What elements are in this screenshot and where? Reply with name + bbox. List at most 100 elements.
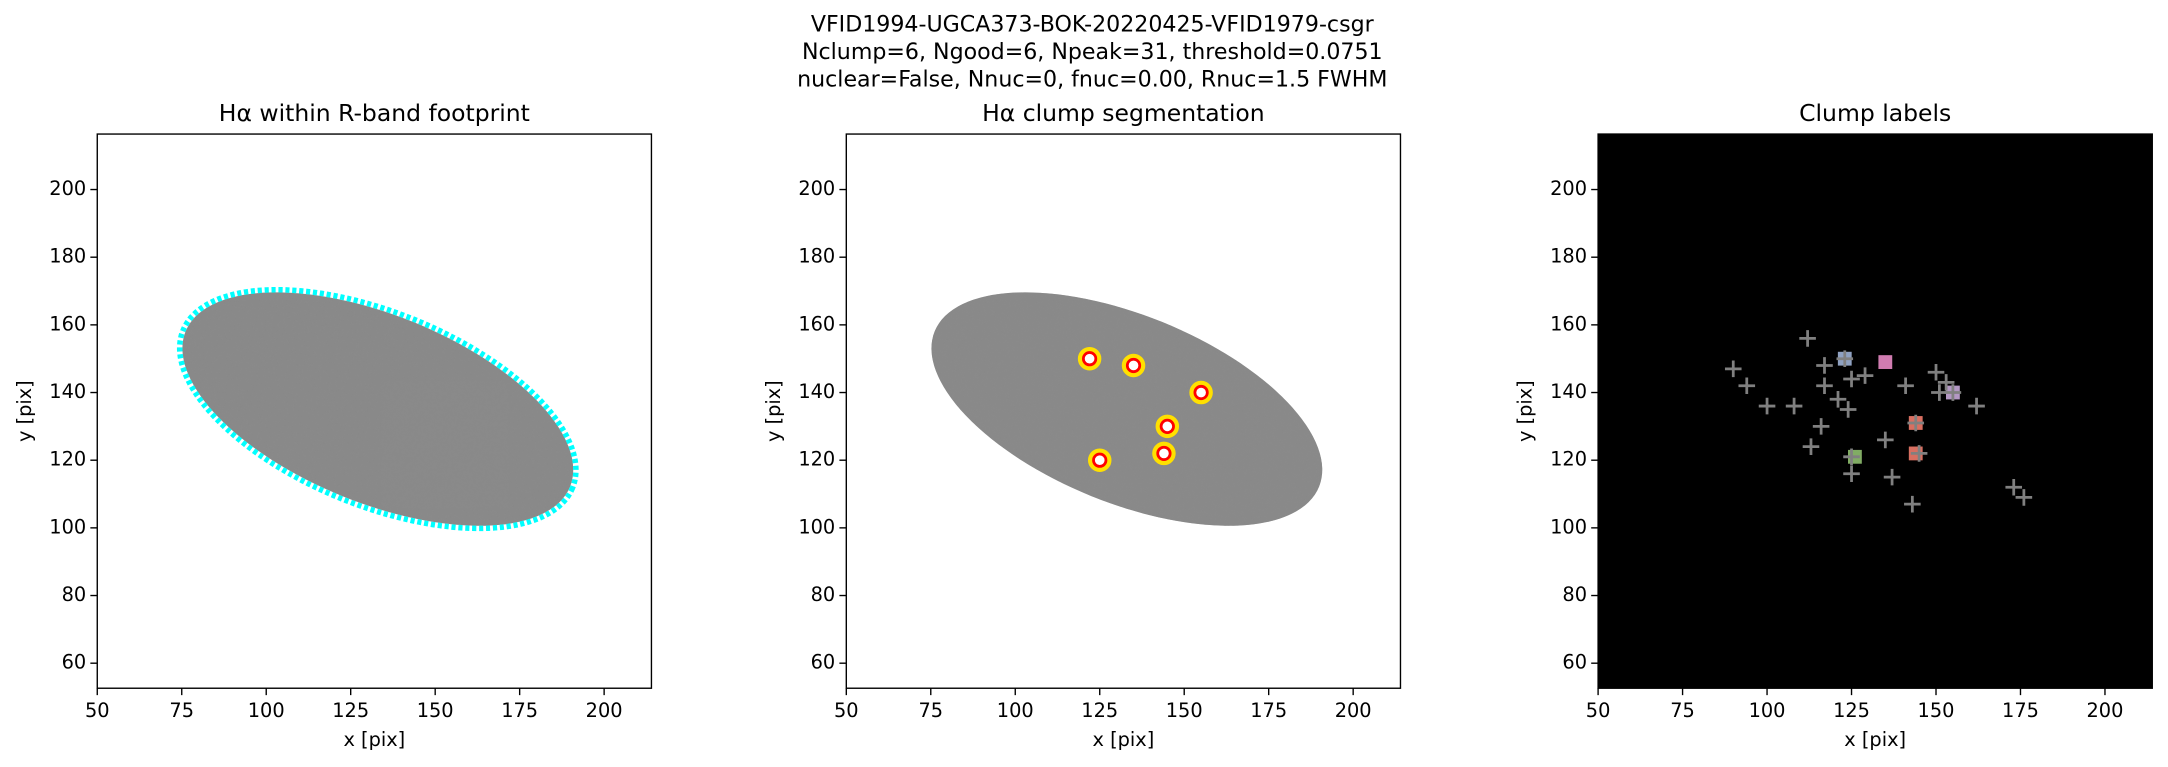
clump-center	[1159, 418, 1175, 434]
clump-halo	[1077, 346, 1102, 371]
axes-frame	[96, 133, 653, 689]
peak-marker	[1883, 468, 1901, 486]
x-tick-label: 50	[85, 699, 110, 722]
peak-marker	[1877, 431, 1894, 449]
y-axis-label: y [pix]	[762, 380, 785, 442]
y-tick-label: 80	[1562, 583, 1587, 606]
panel-title: Clump labels	[1799, 99, 1951, 127]
x-tick-label: 100	[248, 699, 285, 722]
y-tick-label: 180	[1550, 245, 1587, 268]
peak-marker	[1927, 363, 1945, 381]
x-tick-label: 175	[2002, 699, 2039, 722]
y-tick-label: 200	[1550, 177, 1587, 200]
peak-marker	[1856, 367, 1874, 384]
y-tick-label: 100	[798, 515, 835, 538]
peak-marker	[1758, 397, 1776, 415]
y-tick-label: 120	[1550, 448, 1587, 471]
x-tick-label: 125	[1081, 699, 1118, 722]
y-tick-label: 80	[811, 583, 836, 606]
clump-halo	[1152, 441, 1176, 466]
peak-marker	[1843, 370, 1860, 388]
x-tick-label: 75	[1670, 699, 1695, 722]
peak-marker	[1907, 414, 1925, 432]
peak-marker	[1812, 418, 1830, 435]
suptitle: VFID1994-UGCA373-BOK-20220425-VFID1979-c…	[811, 11, 1375, 37]
y-tick-label: 100	[49, 515, 86, 538]
y-axis-label: y [pix]	[1514, 380, 1537, 442]
clump-center	[1092, 452, 1108, 468]
peak-marker	[1836, 350, 1854, 367]
y-tick-label: 140	[49, 380, 86, 403]
peak-marker	[1944, 384, 1962, 401]
y-tick-label: 80	[62, 583, 87, 606]
axes-frame	[1597, 133, 2153, 689]
peak-marker	[1904, 495, 1921, 513]
y-axis-label: y [pix]	[13, 380, 36, 442]
peak-marker	[2015, 489, 2033, 506]
clump-halo	[1087, 448, 1112, 472]
x-axis-label: x [pix]	[343, 728, 405, 751]
x-tick-label: 200	[2087, 699, 2124, 722]
x-tick-label: 50	[834, 699, 859, 722]
clump-center	[1193, 384, 1209, 401]
x-tick-label: 75	[169, 699, 194, 722]
y-tick-label: 160	[49, 312, 86, 335]
y-tick-label: 160	[1550, 312, 1587, 335]
peak-marker	[1802, 438, 1820, 455]
clump-center	[1081, 351, 1098, 367]
peak-marker	[1843, 448, 1860, 466]
peak-marker	[1785, 397, 1803, 415]
x-axis-label: x [pix]	[1093, 728, 1155, 751]
y-tick-label: 160	[798, 312, 835, 335]
peak-marker	[1816, 377, 1833, 395]
y-tick-label: 60	[62, 651, 87, 674]
peak-marker	[1937, 374, 1955, 391]
y-tick-label: 60	[1562, 651, 1587, 674]
y-tick-label: 180	[49, 245, 86, 268]
axes-frame	[845, 133, 1402, 689]
clump-halo	[1189, 380, 1213, 405]
x-tick-label: 100	[997, 699, 1034, 722]
y-tick-label: 60	[811, 651, 836, 674]
x-tick-label: 200	[586, 699, 623, 722]
clump-label-region	[1878, 355, 1893, 369]
x-tick-label: 200	[1335, 699, 1372, 722]
peak-marker	[1968, 397, 1985, 415]
x-tick-label: 50	[1586, 699, 1611, 722]
y-tick-label: 200	[49, 177, 86, 200]
panel-title: Hα within R-band footprint	[219, 99, 530, 127]
peak-marker	[1839, 401, 1857, 418]
peak-marker	[1816, 357, 1833, 374]
x-tick-label: 125	[1833, 699, 1870, 722]
x-tick-label: 150	[1918, 699, 1955, 722]
x-tick-label: 175	[1250, 699, 1287, 722]
clump-center	[1125, 357, 1142, 374]
peak-marker	[1843, 465, 1860, 483]
y-tick-label: 200	[798, 177, 835, 200]
axes-background	[1598, 134, 2153, 689]
suptitle: Nclump=6, Ngood=6, Npeak=31, threshold=0…	[802, 39, 1383, 65]
x-tick-label: 150	[417, 699, 454, 722]
x-tick-label: 150	[1166, 699, 1203, 722]
peak-marker	[2005, 478, 2023, 496]
panel-title: Hα clump segmentation	[982, 99, 1265, 127]
peak-marker	[1799, 330, 1816, 347]
suptitle: nuclear=False, Nnuc=0, fnuc=0.00, Rnuc=1…	[797, 67, 1387, 93]
y-tick-label: 180	[798, 245, 835, 268]
x-tick-label: 100	[1749, 699, 1786, 722]
clump-halo	[1155, 414, 1180, 439]
x-tick-label: 75	[918, 699, 943, 722]
y-tick-label: 140	[798, 380, 835, 403]
y-tick-label: 120	[798, 448, 835, 471]
x-tick-label: 175	[501, 699, 538, 722]
peak-marker	[1910, 445, 1928, 462]
y-tick-label: 120	[49, 448, 86, 471]
peak-marker	[1738, 377, 1756, 395]
peak-marker	[1897, 377, 1914, 395]
clump-halo	[1121, 353, 1146, 378]
x-axis-label: x [pix]	[1844, 728, 1906, 751]
peak-marker	[1829, 391, 1847, 408]
peak-marker	[1724, 360, 1742, 378]
